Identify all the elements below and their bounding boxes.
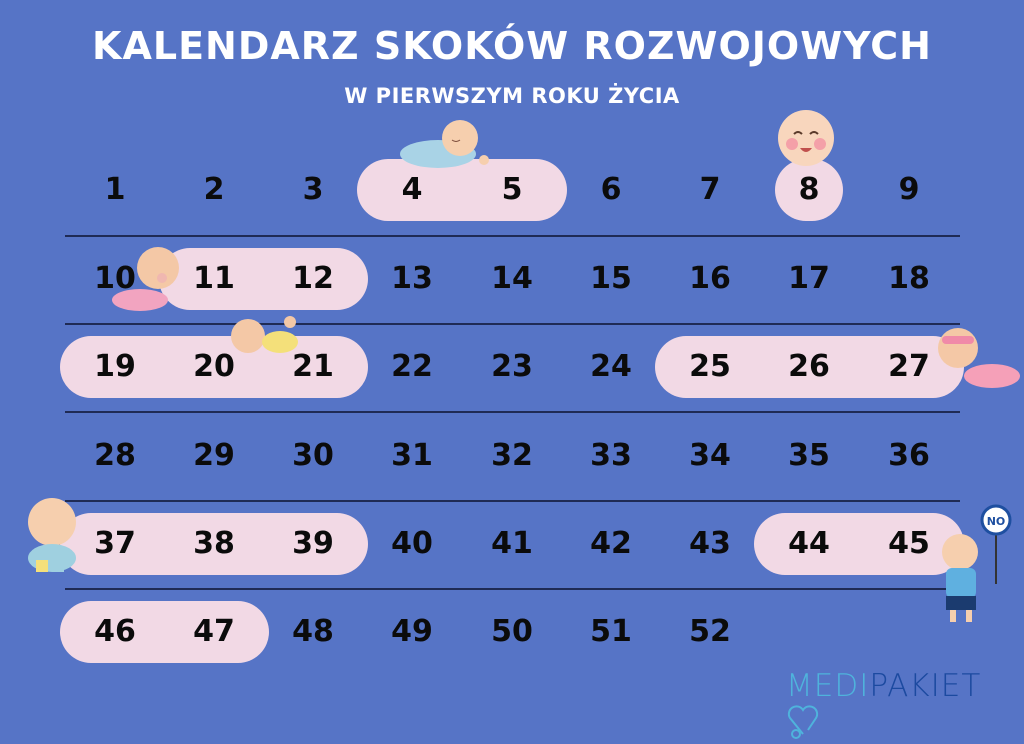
row-divider (65, 411, 960, 413)
week-number: 33 (590, 438, 632, 473)
week-number: 41 (491, 526, 533, 561)
page-title: KALENDARZ SKOKÓW ROZWOJOWYCH (92, 24, 932, 68)
week-number: 42 (590, 526, 632, 561)
leap-highlight (159, 248, 368, 310)
week-number: 22 (391, 349, 433, 384)
week-number: 13 (391, 261, 433, 296)
row-divider (65, 235, 960, 237)
week-number: 29 (193, 438, 235, 473)
week-number: 47 (193, 614, 235, 649)
leap-highlight (60, 601, 269, 663)
week-number: 11 (193, 261, 235, 296)
week-number: 12 (292, 261, 334, 296)
week-number: 6 (600, 172, 622, 207)
week-number: 32 (491, 438, 533, 473)
smiling-baby-illustration (778, 110, 834, 166)
no-sign-text: NO (987, 515, 1006, 528)
week-number: 24 (590, 349, 632, 384)
week-number: 52 (689, 614, 731, 649)
week-number: 8 (798, 172, 820, 207)
week-number: 23 (491, 349, 533, 384)
week-number: 51 (590, 614, 632, 649)
crawling-girl-illustration (938, 328, 1020, 388)
week-number: 48 (292, 614, 334, 649)
page-subtitle: W PIERWSZYM ROKU ŻYCIA (344, 84, 680, 108)
leap-highlight (754, 513, 964, 575)
week-number: 21 (292, 349, 334, 384)
leap-highlight (775, 159, 843, 221)
week-number: 30 (292, 438, 334, 473)
week-number: 26 (788, 349, 830, 384)
row-divider (65, 500, 960, 502)
week-number: 37 (94, 526, 136, 561)
week-number: 44 (788, 526, 830, 561)
week-number: 5 (501, 172, 523, 207)
week-number: 7 (699, 172, 721, 207)
week-number: 25 (689, 349, 731, 384)
leap-highlight (60, 336, 368, 398)
leap-highlight (60, 513, 368, 575)
week-number: 28 (94, 438, 136, 473)
baby-with-blocks-illustration (28, 498, 76, 572)
row-divider (65, 323, 960, 325)
week-number: 49 (391, 614, 433, 649)
sleeping-baby-illustration (400, 120, 489, 168)
week-number: 31 (391, 438, 433, 473)
week-number: 17 (788, 261, 830, 296)
week-number: 4 (401, 172, 423, 207)
week-number: 38 (193, 526, 235, 561)
row-divider (65, 588, 960, 590)
week-number: 36 (888, 438, 930, 473)
week-number: 19 (94, 349, 136, 384)
week-number: 40 (391, 526, 433, 561)
week-number: 1 (104, 172, 126, 207)
week-number: 18 (888, 261, 930, 296)
crawling-baby-illustration (112, 247, 179, 311)
week-number: 43 (689, 526, 731, 561)
week-number: 34 (689, 438, 731, 473)
medipakiet-logo: MEDIPAKIET (786, 668, 1024, 744)
week-number: 16 (689, 261, 731, 296)
leap-highlight (357, 159, 567, 221)
week-number: 14 (491, 261, 533, 296)
lying-baby-illustration (231, 316, 298, 353)
week-number: 27 (888, 349, 930, 384)
week-number: 39 (292, 526, 334, 561)
baby-with-no-sign-illustration: NO (942, 504, 1012, 622)
week-number: 20 (193, 349, 235, 384)
week-number: 2 (203, 172, 225, 207)
week-number: 3 (302, 172, 324, 207)
leap-highlight (655, 336, 964, 398)
logo-part-pakiet: PAKIET (869, 668, 982, 704)
week-number: 45 (888, 526, 930, 561)
heart-stethoscope-icon (787, 705, 819, 739)
logo-part-medi: MEDI (786, 668, 870, 704)
week-number: 46 (94, 614, 136, 649)
week-number: 15 (590, 261, 632, 296)
week-number: 50 (491, 614, 533, 649)
week-number: 35 (788, 438, 830, 473)
week-number: 9 (898, 172, 920, 207)
